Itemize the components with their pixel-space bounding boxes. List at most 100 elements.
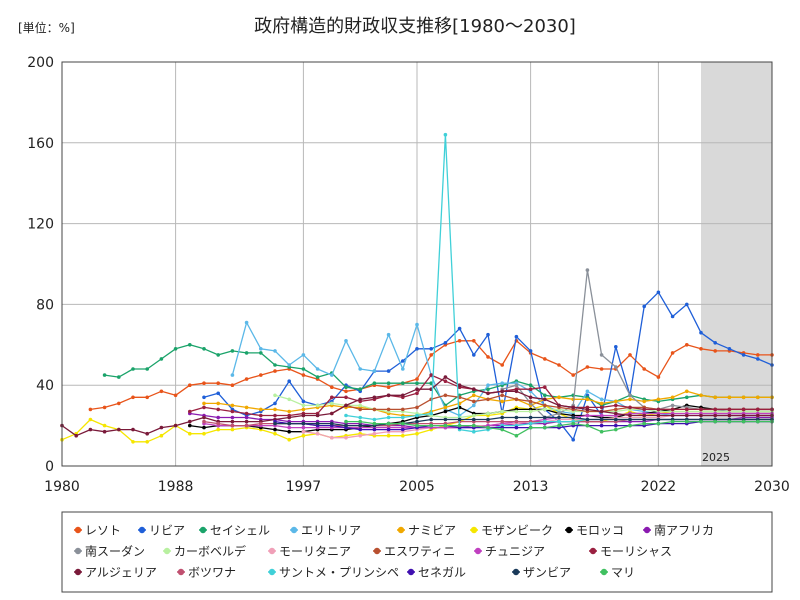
data-point (330, 401, 334, 406)
data-point (727, 413, 732, 418)
data-point (301, 425, 306, 430)
data-point (244, 405, 249, 410)
data-point (244, 415, 249, 420)
data-point (330, 411, 334, 416)
legend-item: 南アフリカ (643, 523, 714, 538)
data-point (244, 423, 249, 428)
data-point (259, 407, 263, 412)
series-lines (60, 132, 774, 444)
data-point (614, 345, 618, 349)
data-point (571, 373, 575, 377)
data-point (528, 349, 533, 353)
legend-label: マリ (611, 566, 635, 580)
data-point (301, 421, 306, 426)
data-point (685, 343, 689, 347)
data-point (443, 417, 448, 422)
data-point (372, 421, 377, 426)
data-point (528, 415, 533, 420)
legend-label: エスワティニ (384, 545, 455, 559)
series-group (273, 415, 774, 428)
data-point (315, 367, 320, 371)
data-point (599, 417, 604, 422)
data-point (699, 330, 703, 335)
data-point (273, 393, 277, 398)
data-point (415, 322, 419, 327)
data-point (713, 419, 717, 424)
data-point (216, 407, 220, 412)
legend-item: ナミビア (397, 524, 456, 538)
data-point (500, 389, 505, 394)
legend-label: ナミビア (408, 524, 456, 538)
data-point (386, 332, 391, 337)
data-point (585, 365, 590, 369)
data-point (472, 417, 476, 422)
data-point (642, 304, 646, 309)
data-point (386, 415, 391, 420)
legend-item: レソト (74, 524, 121, 538)
plot-frame (61, 61, 773, 467)
data-point (401, 421, 405, 426)
data-point (202, 419, 206, 424)
legend-marker (470, 526, 478, 534)
data-point (670, 403, 675, 408)
legend-label: モーリタニア (279, 545, 351, 559)
data-point (599, 409, 604, 414)
data-point (543, 419, 547, 424)
legend-label: 南アフリカ (654, 523, 714, 538)
data-point (571, 415, 575, 420)
data-point (159, 425, 164, 430)
data-point (117, 427, 121, 432)
data-point (216, 421, 220, 426)
data-point (301, 433, 306, 438)
data-point (585, 417, 590, 422)
data-point (287, 437, 292, 442)
data-point (599, 413, 604, 418)
data-point (528, 383, 533, 388)
x-tick-label: 1997 (286, 479, 322, 495)
data-point (386, 381, 391, 386)
data-point (500, 363, 505, 367)
data-point (216, 415, 220, 420)
y-tick-label: 160 (27, 136, 54, 152)
data-point (202, 347, 206, 351)
data-point (429, 423, 434, 428)
legend-label: サントメ・プリンシペ (279, 566, 399, 580)
data-point (386, 393, 391, 398)
y-tick-label: 200 (27, 55, 54, 71)
data-point (372, 381, 377, 386)
data-point (372, 417, 377, 422)
legend-item: チュニジア (474, 545, 545, 559)
data-point (259, 413, 263, 418)
data-point (429, 411, 434, 416)
data-point (358, 423, 363, 428)
data-point (358, 387, 363, 392)
data-point (401, 367, 405, 371)
data-point (429, 373, 434, 377)
data-point (372, 395, 377, 400)
data-point (429, 347, 434, 351)
data-point (614, 399, 618, 404)
data-point (685, 389, 689, 394)
data-point (401, 393, 405, 398)
data-point (571, 421, 575, 426)
data-point (259, 373, 263, 377)
legend-item: ボツワナ (177, 566, 236, 580)
data-point (259, 347, 263, 351)
data-point (727, 419, 732, 424)
data-point (699, 413, 703, 418)
data-point (131, 395, 135, 400)
data-point (244, 377, 249, 381)
data-point (486, 383, 490, 388)
data-point (670, 407, 675, 412)
data-point (486, 332, 490, 337)
legend-label: セイシェル (210, 524, 270, 538)
data-point (287, 415, 292, 420)
data-point (699, 419, 703, 424)
data-point (344, 419, 348, 424)
data-point (188, 343, 192, 347)
legend-marker (138, 526, 146, 534)
data-point (472, 429, 476, 434)
data-point (457, 383, 462, 388)
data-point (472, 403, 476, 408)
